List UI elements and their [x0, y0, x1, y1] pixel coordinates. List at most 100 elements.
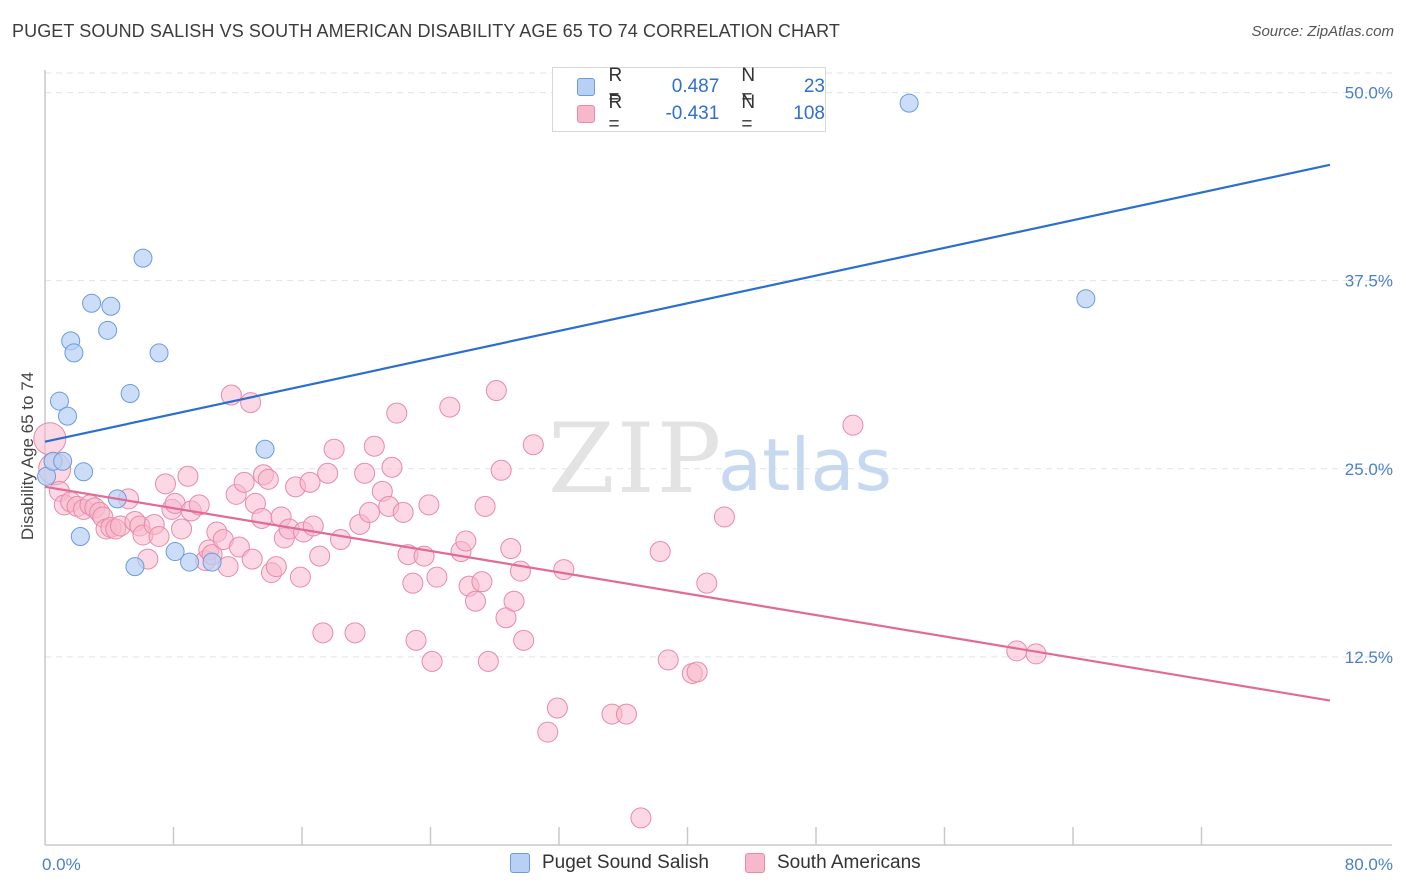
- legend-item-puget-sound-salish: Puget Sound Salish: [510, 852, 709, 874]
- trend-lines: [44, 163, 1331, 702]
- south-americans-point: [696, 572, 718, 594]
- puget-sound-salish-point: [64, 343, 84, 363]
- y-tick-label: 37.5%: [1345, 272, 1393, 291]
- puget-sound-salish-point: [49, 391, 69, 411]
- south-americans-point: [553, 559, 575, 581]
- x-tick-label: 80.0%: [1345, 855, 1393, 874]
- south-americans-point: [354, 462, 376, 484]
- r-label: R =: [608, 92, 623, 135]
- south-americans-point: [257, 468, 279, 490]
- south-americans-point: [537, 721, 559, 743]
- south-americans-point: [513, 629, 535, 651]
- legend-row-blue: R = 0.487 N = 23: [553, 65, 825, 108]
- south-americans-point: [426, 566, 448, 588]
- south-americans-point: [455, 530, 477, 552]
- south-americans-point: [148, 526, 170, 548]
- south-americans-point: [154, 473, 176, 495]
- south-americans-point: [421, 650, 443, 672]
- watermark-atlas: atlas: [718, 423, 892, 507]
- south-americans-trendline: [44, 485, 1331, 702]
- puget-sound-salish-point: [1076, 289, 1096, 309]
- series-legend: Puget Sound Salish South Americans: [0, 852, 1406, 878]
- south-americans-point: [312, 622, 334, 644]
- puget-sound-salish-point: [149, 343, 169, 363]
- south-americans-point: [522, 434, 544, 456]
- puget-sound-salish-point: [125, 557, 145, 577]
- n-value: 23: [803, 76, 825, 97]
- south-americans-point: [474, 495, 496, 517]
- series-puget-sound-salish: [37, 93, 1096, 577]
- south-americans-point: [657, 649, 679, 671]
- n-value: 108: [793, 103, 825, 124]
- puget-sound-salish-point: [53, 451, 73, 471]
- south-americans-point: [363, 435, 385, 457]
- south-americans-point: [171, 518, 193, 540]
- south-americans-point: [309, 545, 331, 567]
- south-americans-point: [686, 661, 708, 683]
- south-americans-point: [503, 590, 525, 612]
- south-americans-point: [323, 438, 345, 460]
- r-label: R =: [608, 65, 623, 108]
- south-americans-point: [381, 456, 403, 478]
- puget-sound-salish-point: [74, 462, 94, 482]
- south-americans-point: [358, 501, 380, 523]
- puget-sound-salish-point: [98, 320, 118, 340]
- tick-labels: 12.5% 25.0% 37.5% 50.0% 0.0% 80.0%: [42, 84, 1393, 874]
- south-americans-point: [471, 571, 493, 593]
- south-americans-point: [251, 507, 273, 529]
- stats-legend: R = 0.487 N = 23 R = -0.431 N = 108: [552, 65, 826, 135]
- south-americans-point: [418, 494, 440, 516]
- legend-label: Puget Sound Salish: [542, 852, 709, 873]
- source-label: Source: ZipAtlas.com: [1251, 23, 1394, 40]
- watermark-zip: ZIP: [548, 403, 723, 515]
- south-americans-point: [630, 807, 652, 829]
- south-americans-point: [299, 471, 321, 493]
- south-americans-point: [405, 629, 427, 651]
- south-americans-point: [649, 541, 671, 563]
- puget-sound-salish-point: [101, 296, 121, 316]
- south-americans-point: [490, 459, 512, 481]
- n-label: N =: [741, 65, 756, 108]
- south-americans-point: [402, 572, 424, 594]
- south-americans-point: [842, 414, 864, 436]
- y-tick-label: 12.5%: [1345, 648, 1393, 667]
- puget-sound-salish-point: [180, 552, 200, 572]
- south-americans-point: [386, 402, 408, 424]
- blue-swatch: [510, 853, 530, 873]
- puget-sound-salish-point: [165, 542, 185, 562]
- pink-swatch: [577, 105, 595, 123]
- south-americans-point: [241, 548, 263, 570]
- south-americans-point: [265, 556, 287, 578]
- south-americans-point: [228, 536, 250, 558]
- y-tick-label: 50.0%: [1345, 84, 1393, 103]
- puget-sound-salish-point: [133, 248, 153, 268]
- blue-swatch: [577, 78, 595, 96]
- south-americans-point: [464, 590, 486, 612]
- puget-sound-salish-point: [70, 527, 90, 547]
- chart-title: PUGET SOUND SALISH VS SOUTH AMERICAN DIS…: [12, 21, 841, 41]
- legend-row-pink: R = -0.431 N = 108: [553, 92, 825, 135]
- south-americans-point: [477, 650, 499, 672]
- legend-item-south-americans: South Americans: [745, 852, 921, 874]
- grid-lines: [45, 72, 1392, 658]
- south-americans-point: [233, 471, 255, 493]
- south-americans-point: [344, 622, 366, 644]
- x-tick-label: 0.0%: [42, 855, 81, 874]
- south-americans-point: [188, 494, 210, 516]
- legend-label: South Americans: [777, 852, 921, 873]
- pink-swatch: [745, 853, 765, 873]
- south-americans-point: [392, 501, 414, 523]
- watermark: ZIP atlas: [548, 403, 892, 515]
- puget-sound-salish-point: [202, 552, 222, 572]
- puget-sound-salish-trendline: [44, 163, 1331, 443]
- south-americans-point: [546, 697, 568, 719]
- puget-sound-salish-point: [255, 439, 275, 459]
- r-value: 0.487: [671, 76, 720, 97]
- n-label: N =: [741, 92, 756, 135]
- series-south-americans: [33, 380, 1047, 829]
- y-axis-label: Disability Age 65 to 74: [18, 372, 37, 540]
- puget-sound-salish-point: [899, 93, 919, 113]
- south-americans-point: [439, 396, 461, 418]
- puget-sound-salish-point: [120, 384, 140, 404]
